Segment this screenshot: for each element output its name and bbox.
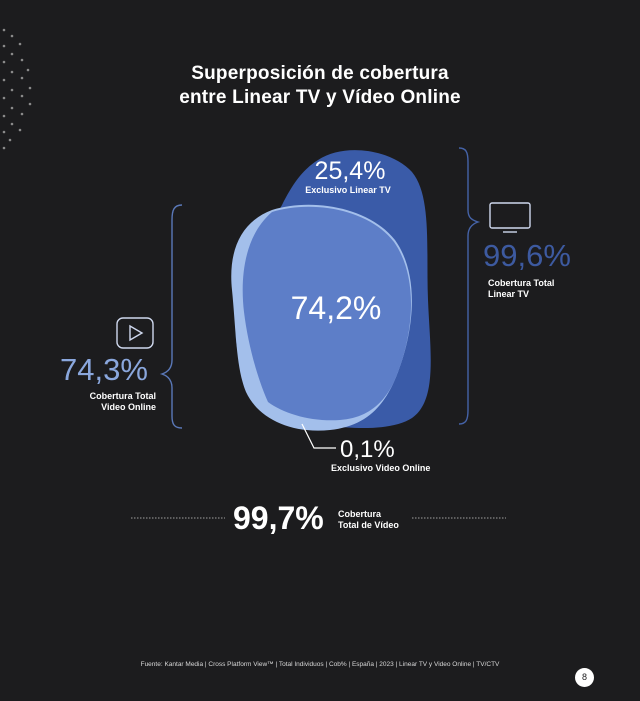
page-number: 8 <box>575 668 594 687</box>
tv-icon <box>489 202 531 233</box>
exclusive-tv-value: 25,4% <box>314 157 386 185</box>
exclusive-video-label: Exclusivo Video Online <box>331 463 431 473</box>
overlap-value: 74,2% <box>290 290 382 326</box>
page-title: Superposición de cobertura entre Linear … <box>0 62 640 110</box>
linear-tv-label: Cobertura Total Linear TV <box>488 278 554 300</box>
video-online-label-line-2: Video Online <box>101 402 156 412</box>
linear-tv-label-line-2: Linear TV <box>488 289 530 299</box>
video-online-label-line-1: Cobertura Total <box>89 391 156 401</box>
total-label-line-2: Total de Vídeo <box>338 520 399 530</box>
total-label-line-1: Cobertura <box>338 509 382 519</box>
exclusive-tv-label: Exclusivo Linear TV <box>305 185 391 195</box>
decorative-dots <box>2 28 32 150</box>
linear-tv-label-line-1: Cobertura Total <box>488 278 555 288</box>
exclusive-video-leader <box>301 423 336 449</box>
source-footnote: Fuente: Kantar Media | Cross Platform Vi… <box>140 661 500 668</box>
exclusive-video-value: 0,1% <box>340 436 395 463</box>
linear-tv-value: 99,6% <box>483 238 571 273</box>
video-online-value: 74,3% <box>60 352 148 387</box>
total-value: 99,7% <box>233 500 324 536</box>
linear-tv-brace <box>458 147 481 425</box>
total-label: Cobertura Total de Vídeo <box>338 509 399 531</box>
play-icon <box>116 317 154 349</box>
title-line-1: Superposición de cobertura <box>191 63 449 84</box>
video-online-brace <box>159 204 183 429</box>
video-online-label: Cobertura Total Video Online <box>40 391 156 413</box>
overlap-blob <box>242 206 411 421</box>
title-line-2: entre Linear TV y Vídeo Online <box>179 87 461 108</box>
